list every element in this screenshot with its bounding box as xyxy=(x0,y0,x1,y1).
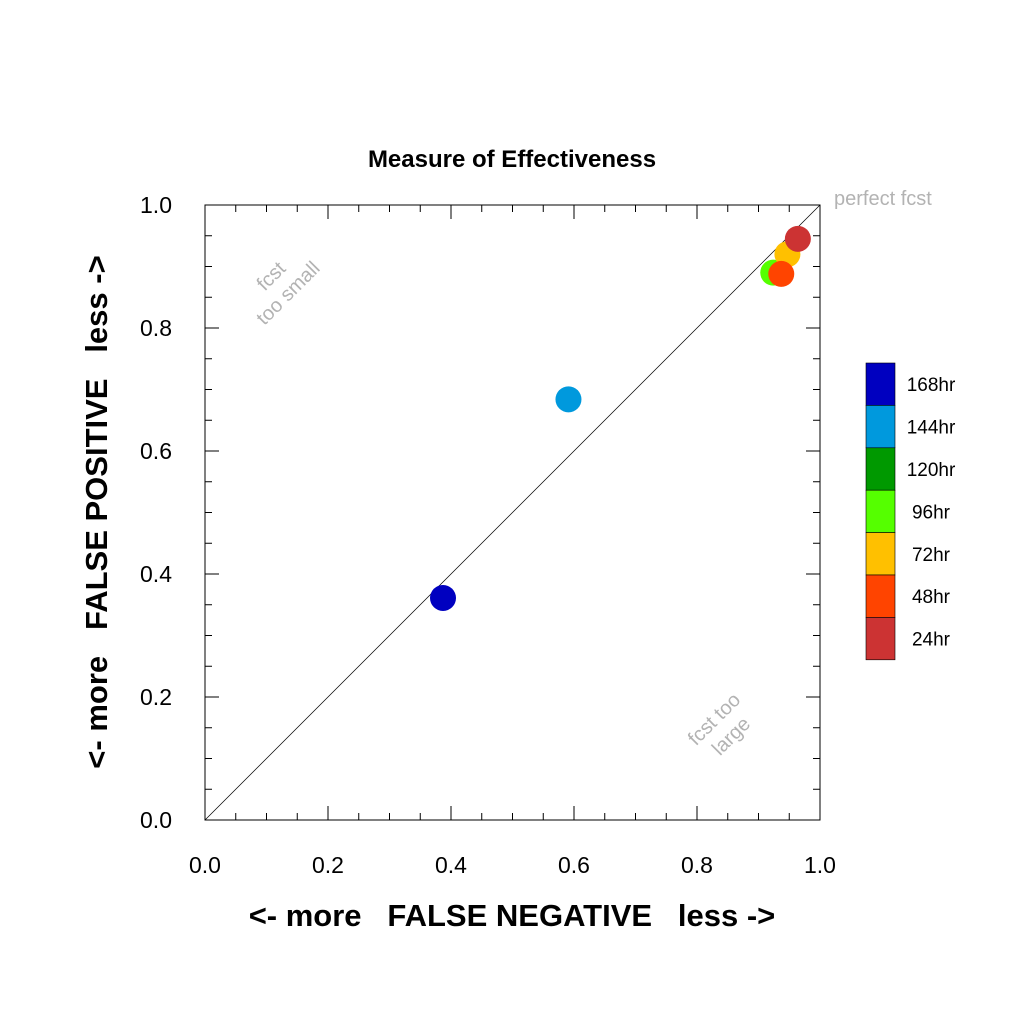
data-points xyxy=(430,225,811,611)
legend-label-96hr: 96hr xyxy=(912,502,951,523)
annotation-perfect-fcst: perfect fcst xyxy=(834,188,932,210)
diagonal-line xyxy=(204,204,821,821)
legend-label-120hr: 120hr xyxy=(907,460,956,481)
x-axis-label: <- more FALSE NEGATIVE less -> xyxy=(249,898,776,933)
y-tick-label: 1.0 xyxy=(140,192,172,218)
x-tick-label: 0.2 xyxy=(312,852,344,878)
y-tick-label: 0.4 xyxy=(140,561,172,587)
plot-area: 0.0 0.2 0.4 0.6 0.8 1.0 0.0 0.2 0.4 0.6 0.8 1.0 xyxy=(140,192,836,878)
y-tick-label: 0.8 xyxy=(140,315,172,341)
legend-label-144hr: 144hr xyxy=(907,418,956,439)
annotation-fcst-too-large: fcst too large xyxy=(684,689,755,760)
point-168hr xyxy=(430,584,457,611)
chart-title: Measure of Effectiveness xyxy=(368,146,656,173)
y-tick-label: 0.6 xyxy=(140,438,172,464)
legend-swatch-96hr xyxy=(865,489,896,533)
y-axis-label: <- more FALSE POSITIVE less -> xyxy=(79,255,114,768)
annotation-fcst-too-small: fcst too small xyxy=(252,257,324,329)
legend-swatch-72hr xyxy=(865,532,896,576)
legend-swatch-144hr xyxy=(865,405,896,449)
x-tick-label: 0.4 xyxy=(435,852,467,878)
legend-label-48hr: 48hr xyxy=(912,587,951,608)
legend-swatch-168hr xyxy=(865,362,896,406)
legend-label-24hr: 24hr xyxy=(912,630,951,651)
legend-swatch-48hr xyxy=(865,574,896,618)
point-144hr xyxy=(555,386,582,413)
y-tick-label: 0.2 xyxy=(140,684,172,710)
legend-label-168hr: 168hr xyxy=(907,375,956,396)
legend-swatch-120hr xyxy=(865,447,896,491)
x-tick-label: 0.0 xyxy=(189,852,221,878)
tick-labels: 0.0 0.2 0.4 0.6 0.8 1.0 0.0 0.2 0.4 0.6 0.8 1.0 xyxy=(140,192,836,878)
ticks xyxy=(204,204,821,821)
x-tick-label: 0.6 xyxy=(558,852,590,878)
point-24hr xyxy=(784,225,811,252)
y-tick-label: 0.0 xyxy=(140,807,172,833)
x-tick-label: 0.8 xyxy=(681,852,713,878)
legend-swatch-24hr xyxy=(865,617,896,661)
legend: 168hr 144hr 120hr 96hr 72hr 48hr 24hr xyxy=(865,362,956,661)
legend-label-72hr: 72hr xyxy=(912,545,951,566)
point-48hr xyxy=(768,260,795,287)
x-tick-label: 1.0 xyxy=(804,852,836,878)
